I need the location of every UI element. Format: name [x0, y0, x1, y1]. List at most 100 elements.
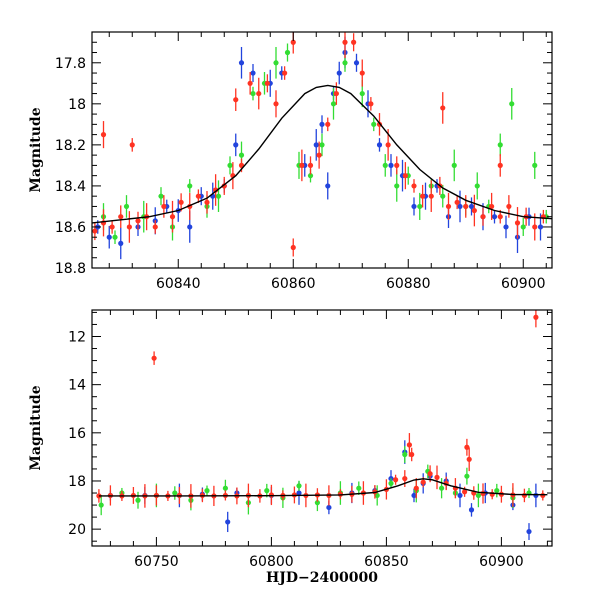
top-data-point: [532, 162, 538, 168]
top-data-point: [112, 234, 118, 240]
top-data-point: [480, 214, 486, 220]
top-data-point: [330, 101, 337, 107]
top-data-point: [440, 105, 446, 111]
top-data-point: [451, 162, 457, 168]
top-data-point: [445, 203, 452, 210]
top-data-point: [514, 220, 521, 226]
bottom-data-point: [462, 489, 468, 495]
top-ytick-label: 18: [68, 97, 86, 113]
bottom-xtick-label: 60800: [249, 554, 294, 570]
bottom-data-point: [225, 519, 231, 525]
top-data-point: [457, 203, 463, 210]
bottom-data-point: [521, 492, 528, 499]
top-data-point: [135, 218, 141, 224]
top-data-point: [256, 90, 262, 97]
bottom-data-point: [409, 451, 415, 458]
top-data-point: [474, 183, 480, 189]
bottom-model-curve: [98, 478, 548, 497]
top-ytick-label: 17.8: [55, 56, 86, 72]
top-data-point: [227, 162, 233, 168]
bottom-data-point: [439, 485, 445, 491]
top-data-point: [247, 80, 253, 86]
bottom-data-point: [264, 488, 270, 494]
bottom-data-point: [427, 471, 433, 477]
top-data-point: [411, 203, 417, 210]
top-data-point: [123, 203, 130, 210]
top-data-point: [282, 70, 288, 76]
bottom-data-point: [411, 492, 417, 499]
bottom-ytick-label: 12: [68, 329, 86, 345]
bottom-data-point: [135, 497, 141, 503]
top-data-point: [233, 142, 239, 148]
top-data-point: [520, 224, 526, 230]
top-data-point: [100, 132, 107, 138]
top-data-point: [471, 207, 477, 214]
bottom-data-point: [172, 490, 178, 496]
bottom-data-point: [468, 507, 475, 513]
top-data-point: [215, 193, 222, 199]
top-data-point: [537, 224, 544, 230]
top-data-point: [325, 121, 331, 127]
top-data-point: [506, 203, 512, 210]
top-data-point: [233, 97, 239, 103]
top-data-point: [497, 162, 503, 168]
top-data-point: [264, 80, 270, 86]
bottom-data-point: [526, 528, 532, 535]
top-data-point: [299, 162, 305, 168]
bottom-xtick-label: 60750: [134, 554, 179, 570]
top-data-point: [468, 203, 475, 210]
bottom-data-point: [540, 492, 546, 499]
bottom-data-point: [356, 485, 362, 491]
bottom-data-point: [402, 451, 408, 458]
top-data-point: [250, 70, 256, 76]
top-data-point: [440, 193, 446, 199]
bottom-data-point: [494, 488, 500, 494]
top-data-point: [333, 90, 339, 97]
top-data-point: [454, 199, 460, 205]
bottom-xtick-label: 60900: [479, 554, 524, 570]
bottom-data-point: [464, 473, 470, 479]
top-data-point: [307, 173, 314, 179]
top-data-point: [204, 199, 210, 205]
top-data-point: [250, 90, 256, 97]
bottom-data-point: [314, 500, 320, 506]
top-data-point: [394, 162, 400, 168]
top-data-point: [106, 234, 112, 240]
bottom-data-point: [457, 492, 463, 499]
top-data-point: [385, 142, 391, 148]
zoom-light-curve-panel: 60840 60860 60880 60900 17.8 18 18.2 18.4 18.6 18…: [28, 31, 553, 292]
top-data-point: [342, 60, 348, 66]
bottom-data-point: [98, 502, 104, 508]
top-data-point: [325, 183, 331, 189]
bottom-data-point: [406, 442, 412, 448]
top-data-point: [336, 70, 342, 76]
top-data-point: [503, 224, 509, 230]
bottom-data-point: [533, 314, 539, 320]
top-ytick-label: 18.8: [55, 261, 86, 277]
bottom-data-point: [204, 488, 210, 494]
bottom-ylabel: Magnitude: [28, 385, 44, 470]
top-xtick-label: 60880: [386, 276, 431, 292]
top-data-point: [273, 60, 279, 66]
top-data-point: [238, 60, 245, 66]
top-data-point: [238, 152, 245, 158]
bottom-xtick-label: 60850: [364, 554, 409, 570]
bottom-data-point: [296, 483, 302, 489]
top-ylabel: Magnitude: [28, 107, 44, 192]
bottom-plot-frame: [91, 309, 553, 547]
top-xtick-label: 60860: [271, 276, 316, 292]
bottom-data-point: [402, 475, 408, 482]
top-data-point: [195, 193, 201, 199]
bottom-data-point: [420, 479, 426, 485]
bottom-data-point: [466, 456, 472, 462]
bottom-data-point: [464, 444, 470, 450]
bottom-data-point: [533, 492, 539, 499]
top-data-point: [497, 142, 503, 148]
bottom-ytick-label: 14: [68, 378, 86, 394]
top-data-point: [394, 183, 400, 189]
top-data-point: [178, 199, 184, 205]
top-data-point: [463, 203, 469, 210]
bottom-data-point: [434, 474, 440, 480]
top-data-point: [532, 224, 538, 230]
